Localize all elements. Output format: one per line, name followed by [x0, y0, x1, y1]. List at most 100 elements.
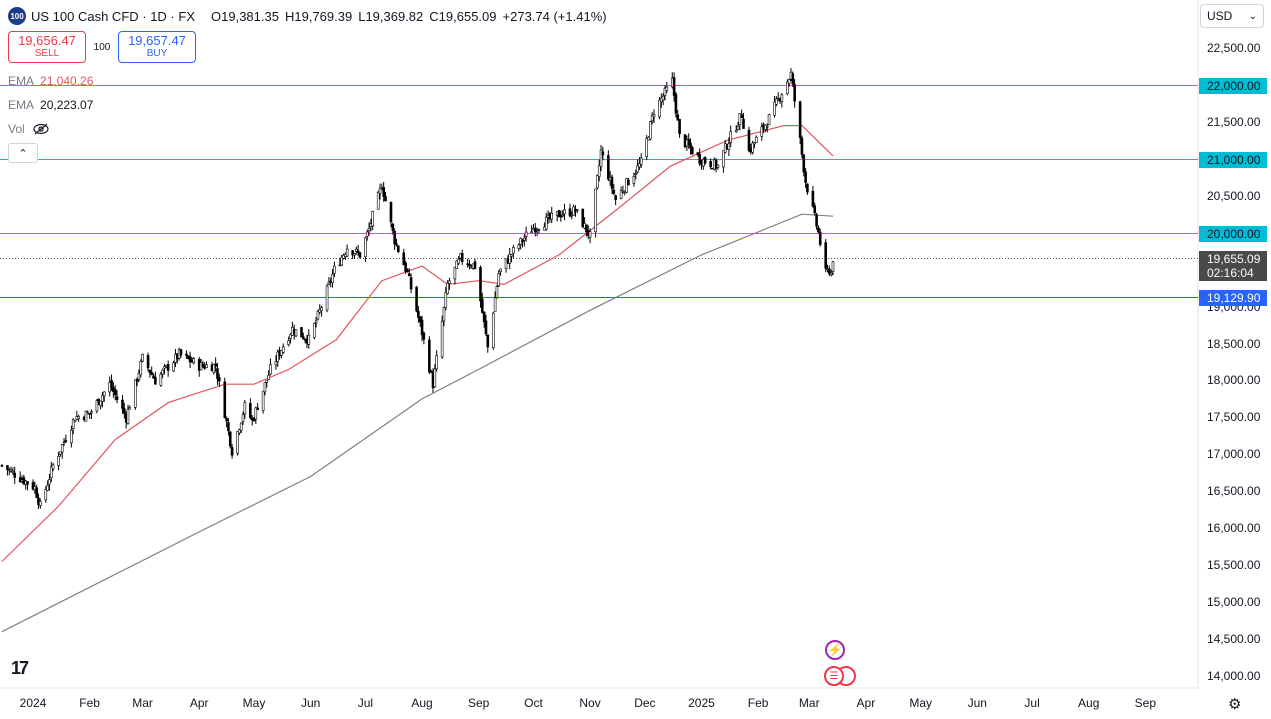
candle[interactable]	[524, 226, 528, 242]
candle[interactable]	[798, 100, 802, 145]
candle[interactable]	[698, 148, 701, 167]
candle[interactable]	[289, 333, 292, 344]
candle[interactable]	[378, 183, 382, 200]
candle[interactable]	[84, 410, 88, 422]
candle[interactable]	[508, 247, 512, 270]
candle[interactable]	[0, 464, 4, 468]
candle[interactable]	[482, 311, 486, 328]
candle[interactable]	[333, 261, 336, 278]
candle[interactable]	[287, 336, 291, 347]
candle[interactable]	[446, 280, 449, 295]
candle[interactable]	[358, 252, 362, 259]
candle[interactable]	[493, 291, 497, 312]
candle[interactable]	[802, 153, 806, 177]
candle[interactable]	[599, 144, 603, 172]
tradingview-logo-icon[interactable]: 17	[11, 658, 29, 678]
candle[interactable]	[31, 479, 35, 491]
candle[interactable]	[625, 178, 628, 194]
candle[interactable]	[230, 444, 234, 459]
candle[interactable]	[460, 249, 464, 265]
candle[interactable]	[49, 461, 53, 483]
candle[interactable]	[544, 212, 548, 231]
candle[interactable]	[77, 414, 80, 422]
candle[interactable]	[239, 422, 243, 434]
candle[interactable]	[559, 210, 563, 222]
candle[interactable]	[738, 113, 742, 131]
candle[interactable]	[428, 336, 431, 375]
candle[interactable]	[121, 395, 124, 414]
candle[interactable]	[585, 224, 588, 237]
candle[interactable]	[703, 156, 707, 165]
candle[interactable]	[596, 174, 599, 190]
candle[interactable]	[179, 348, 183, 358]
candle[interactable]	[62, 437, 66, 447]
candle[interactable]	[44, 486, 48, 503]
candle[interactable]	[320, 305, 323, 317]
candle[interactable]	[568, 203, 572, 218]
candle[interactable]	[714, 158, 718, 173]
candle[interactable]	[780, 93, 784, 108]
candle[interactable]	[521, 238, 524, 248]
candle[interactable]	[455, 260, 459, 269]
candle[interactable]	[60, 443, 64, 459]
candle[interactable]	[393, 228, 396, 251]
candle[interactable]	[627, 178, 630, 186]
candle[interactable]	[418, 316, 422, 327]
candle[interactable]	[561, 210, 564, 218]
candle[interactable]	[742, 112, 745, 129]
candle[interactable]	[256, 403, 259, 411]
candle[interactable]	[201, 360, 205, 369]
candle[interactable]	[64, 434, 68, 444]
candle[interactable]	[658, 97, 661, 120]
candle[interactable]	[497, 270, 501, 288]
candle[interactable]	[314, 316, 318, 328]
us-flag-event-icon[interactable]: ☰	[824, 666, 844, 686]
candle[interactable]	[137, 369, 141, 383]
candle[interactable]	[126, 404, 130, 425]
candle[interactable]	[612, 184, 616, 196]
candle[interactable]	[294, 329, 298, 338]
candle[interactable]	[435, 350, 438, 372]
candle[interactable]	[406, 268, 409, 273]
candle[interactable]	[141, 353, 144, 363]
candle[interactable]	[570, 211, 574, 220]
candle[interactable]	[263, 382, 267, 396]
candle[interactable]	[212, 363, 216, 375]
candle[interactable]	[225, 416, 228, 428]
candle[interactable]	[376, 190, 380, 210]
candle[interactable]	[389, 201, 393, 228]
collapse-legend-button[interactable]: ⌃	[8, 143, 38, 163]
candle[interactable]	[740, 109, 743, 119]
candle[interactable]	[276, 349, 280, 367]
candle[interactable]	[415, 285, 418, 313]
candle[interactable]	[727, 137, 731, 156]
candle[interactable]	[491, 311, 495, 350]
candle[interactable]	[676, 109, 680, 121]
candle[interactable]	[46, 480, 49, 492]
candle[interactable]	[466, 258, 470, 268]
candle[interactable]	[236, 430, 239, 456]
ema-slow-legend[interactable]: EMA 20,223.07	[8, 98, 93, 112]
candle[interactable]	[495, 284, 499, 299]
candle[interactable]	[228, 431, 232, 449]
candle[interactable]	[345, 244, 349, 258]
candle[interactable]	[353, 252, 356, 260]
candle[interactable]	[575, 209, 579, 214]
candle[interactable]	[787, 78, 791, 87]
candle[interactable]	[831, 261, 835, 276]
candle[interactable]	[214, 357, 217, 373]
candle[interactable]	[818, 228, 822, 247]
candle[interactable]	[649, 120, 652, 141]
candle[interactable]	[101, 391, 104, 408]
candle[interactable]	[128, 405, 132, 410]
candle[interactable]	[154, 371, 157, 385]
candle[interactable]	[384, 191, 387, 202]
candle[interactable]	[510, 253, 513, 263]
candle[interactable]	[59, 451, 62, 457]
candle[interactable]	[269, 358, 272, 376]
candle[interactable]	[391, 222, 395, 235]
candle[interactable]	[512, 244, 515, 259]
candle[interactable]	[736, 121, 740, 131]
candle[interactable]	[661, 93, 665, 106]
candle[interactable]	[95, 398, 99, 414]
